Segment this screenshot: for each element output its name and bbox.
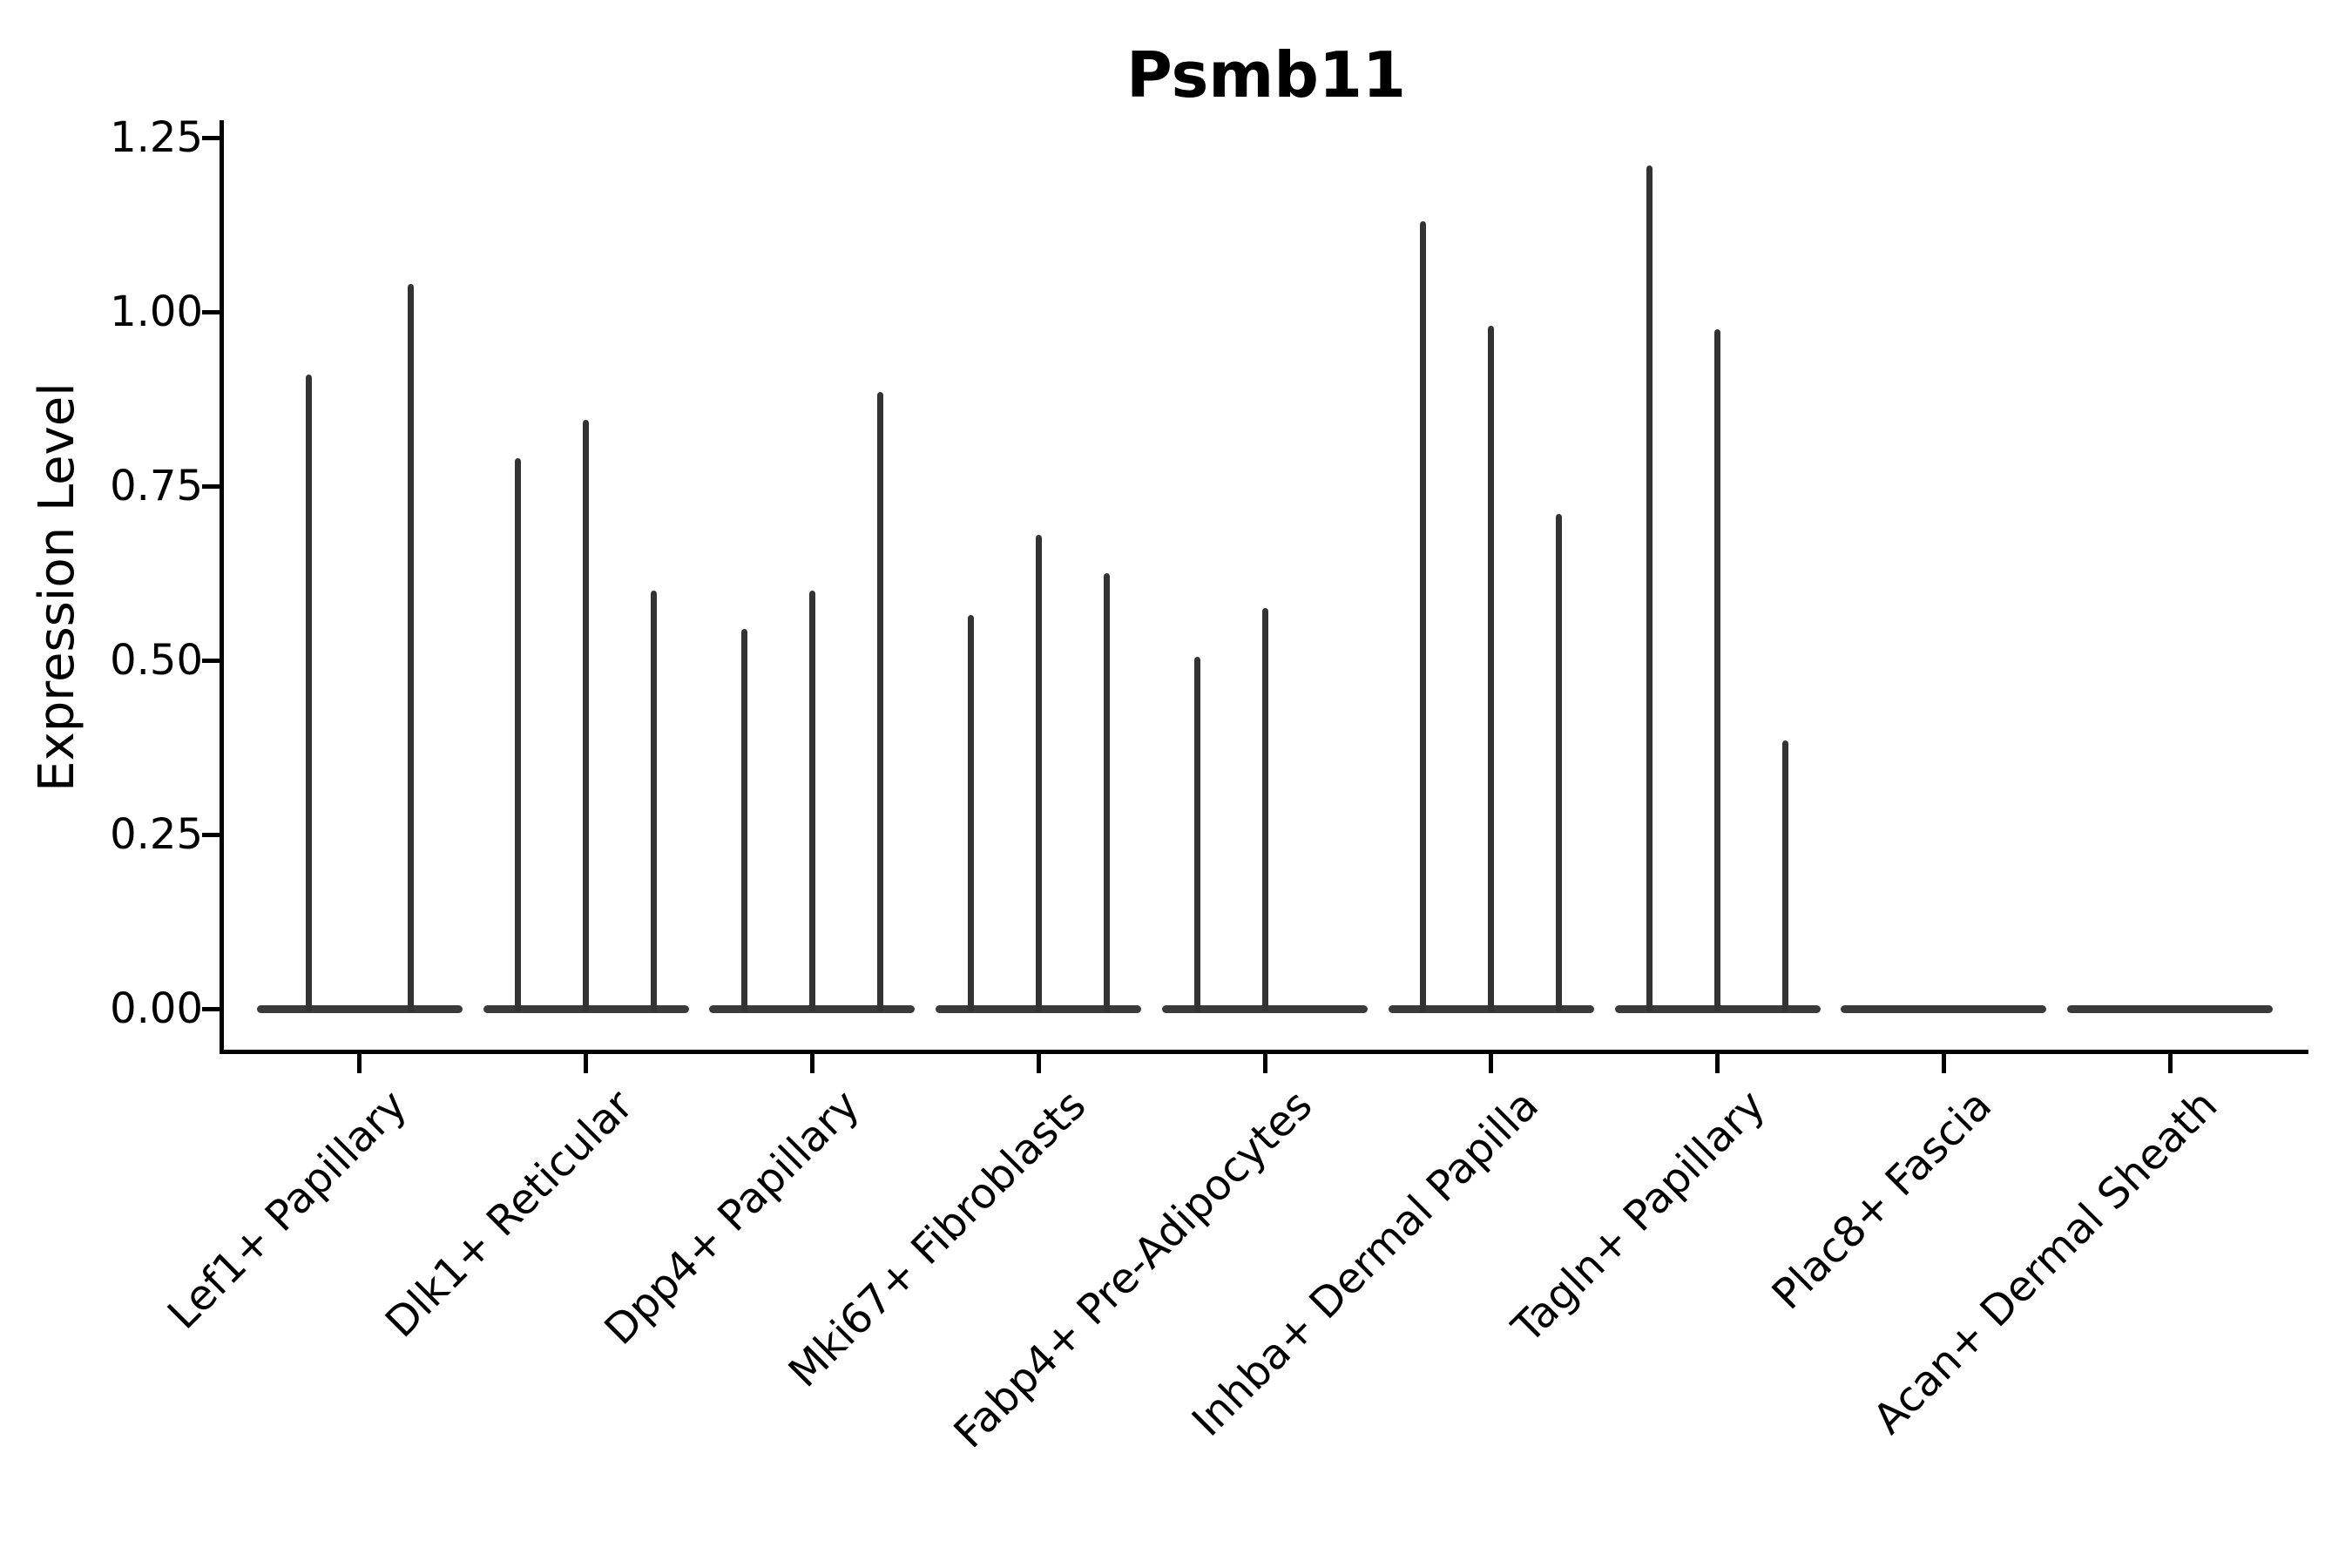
y-tick-mark — [202, 309, 220, 314]
violin-spike — [1714, 329, 1721, 1011]
x-tick-mark — [357, 1054, 362, 1073]
violin-spike — [651, 591, 658, 1011]
x-tick-label: Plac8+ Fascia — [1762, 1080, 2001, 1320]
violin-spike — [515, 458, 522, 1011]
y-tick-mark — [202, 483, 220, 489]
violin-spike — [583, 420, 590, 1011]
violin-baseline — [256, 1005, 463, 1013]
x-tick-mark — [1715, 1054, 1720, 1073]
x-tick-label: Fabp4+ Pre-Adipocytes — [944, 1080, 1322, 1458]
violin-spike — [1782, 740, 1789, 1011]
violin-spike — [876, 392, 883, 1011]
y-tick-mark — [202, 658, 220, 663]
x-tick-label: Lef1+ Papillary — [159, 1080, 417, 1339]
y-tick-label: 0.25 — [110, 810, 203, 859]
violin-spike — [305, 375, 312, 1011]
x-tick-mark — [1489, 1054, 1494, 1073]
x-tick-mark — [1036, 1054, 1041, 1073]
violin-spike — [808, 591, 815, 1011]
violin-baseline — [1841, 1005, 2047, 1013]
x-tick-mark — [2167, 1054, 2173, 1073]
x-tick-mark — [1262, 1054, 1267, 1073]
violin-spike — [1193, 657, 1200, 1011]
y-tick-mark — [202, 832, 220, 837]
x-tick-mark — [1941, 1054, 1946, 1073]
violin-spike — [1035, 535, 1042, 1011]
chart-title: Psmb11 — [1125, 38, 1407, 112]
y-tick-mark — [202, 135, 220, 140]
y-tick-mark — [202, 1006, 220, 1011]
violin-spike — [1556, 514, 1563, 1011]
violin-spike — [967, 615, 974, 1011]
y-tick-label: 1.25 — [110, 113, 203, 162]
y-tick-label: 0.50 — [110, 636, 203, 685]
violin-spike — [1646, 166, 1653, 1011]
y-axis-line — [220, 120, 224, 1054]
violin-baseline — [2067, 1005, 2274, 1013]
violin-spike — [407, 284, 414, 1011]
x-tick-label: Dlk1+ Reticular — [376, 1080, 643, 1348]
violin-spike — [741, 629, 748, 1011]
y-tick-label: 1.00 — [110, 287, 203, 336]
x-axis-line — [220, 1050, 2308, 1054]
violin-spike — [1261, 608, 1268, 1011]
violin-spike — [1420, 221, 1427, 1011]
violin-spike — [1488, 326, 1495, 1011]
x-tick-mark — [584, 1054, 589, 1073]
x-tick-mark — [809, 1054, 814, 1073]
y-tick-label: 0.00 — [110, 984, 203, 1033]
violin-spike — [1103, 573, 1110, 1011]
y-tick-label: 0.75 — [110, 462, 203, 510]
